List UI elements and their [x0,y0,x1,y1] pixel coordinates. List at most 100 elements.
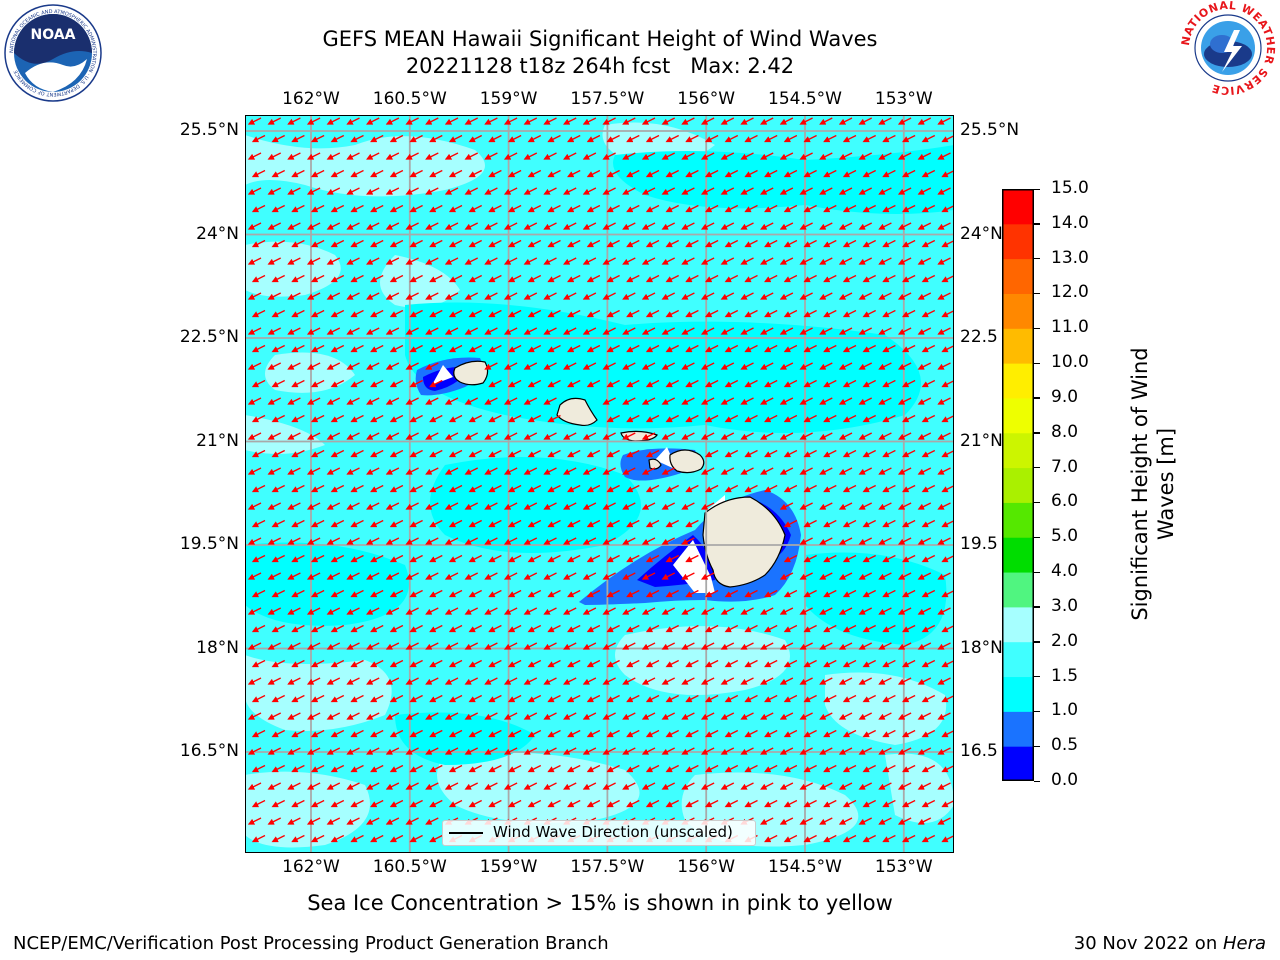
wave-direction-arrow [484,397,498,405]
wave-direction-arrow [921,309,936,318]
wave-direction-arrow [547,204,561,213]
wave-direction-arrow [429,519,443,528]
wave-direction-arrow [665,134,679,143]
wave-direction-arrow [291,204,305,213]
wave-direction-arrow [310,484,325,493]
colorbar-tick-mark [1034,362,1040,364]
wave-direction-arrow [488,239,502,248]
colorbar-tick-label: 15.0 [1051,178,1089,198]
wave-direction-arrow [385,397,400,405]
wave-direction-arrow [425,467,439,475]
wave-direction-arrow [823,169,837,178]
colorbar-tick-mark [1034,432,1040,434]
wave-direction-arrow [484,222,498,230]
colorbar-segment [1002,189,1034,225]
wave-direction-arrow [444,152,459,160]
wave-direction-arrow [563,292,577,300]
colorbar-segment [1002,606,1034,643]
wave-direction-arrow [882,414,896,423]
wave-direction-arrow [330,309,345,318]
wave-direction-arrow [271,239,285,248]
wave-direction-arrow [346,187,360,195]
wave-direction-arrow [291,344,305,353]
wave-direction-arrow [681,117,695,125]
wave-direction-arrow [503,257,518,265]
wave-direction-arrow [409,239,423,248]
lat-label-left: 24°N [196,223,239,244]
wave-direction-arrow [464,537,478,545]
wave-direction-arrow [385,432,400,440]
colorbar-tick-mark [1034,223,1040,225]
wave-direction-arrow [823,519,837,528]
wave-direction-arrow [803,484,817,493]
wave-direction-arrow [783,484,798,493]
wave-direction-arrow [661,187,675,195]
wave-direction-arrow [823,484,837,493]
wave-direction-arrow [326,152,341,160]
wave-direction-arrow [685,274,699,283]
wave-direction-arrow [641,327,656,335]
wave-direction-arrow [291,274,305,283]
wave-direction-arrow [882,204,896,213]
wave-direction-arrow [764,204,778,213]
wave-direction-arrow [858,327,872,335]
wave-direction-arrow [862,169,876,178]
wave-direction-arrow [622,327,636,335]
footer-host: Hera [1222,933,1266,954]
wave-direction-arrow [941,345,954,353]
wave-direction-arrow [306,187,321,195]
wave-direction-arrow [882,274,896,283]
wave-direction-arrow [370,449,384,458]
wave-direction-arrow [744,309,758,318]
wave-direction-arrow [862,484,876,493]
wave-direction-arrow [267,257,281,265]
wave-direction-arrow [287,117,301,125]
wave-direction-arrow [665,414,679,423]
wave-direction-arrow [488,344,502,353]
wave-direction-arrow [346,432,360,440]
wave-direction-arrow [740,292,754,300]
colorbar-segment [1002,293,1034,329]
wave-direction-arrow [921,204,936,213]
wave-direction-arrow [527,239,542,248]
wave-direction-arrow [760,257,774,265]
wave-direction-arrow [425,187,439,195]
wave-direction-arrow [878,222,892,230]
wave-direction-arrow [602,327,616,335]
wave-direction-arrow [350,519,364,528]
wave-direction-arrow [310,169,325,178]
wave-direction-arrow [306,537,321,545]
wave-direction-arrow [602,467,616,475]
wave-direction-arrow [464,292,478,300]
wave-direction-arrow [350,484,364,493]
wave-direction-arrow [917,222,932,230]
wave-direction-arrow [468,169,482,178]
wave-direction-arrow [563,502,577,510]
wave-direction-arrow [921,169,936,178]
wave-direction-arrow [429,379,443,388]
wave-direction-arrow [267,467,281,475]
colorbar-tick-mark [1034,571,1040,573]
wave-direction-arrow [661,152,675,160]
colorbar-title: Significant Height of Wind [1128,284,1152,684]
wave-direction-arrow [661,222,675,230]
wave-direction-arrow [941,450,954,458]
wave-direction-arrow [622,152,636,160]
wave-direction-arrow [626,204,640,213]
wave-direction-arrow [665,204,679,213]
colorbar-tick-label: 12.0 [1051,282,1089,303]
wave-direction-arrow [503,432,518,440]
wave-direction-arrow [409,344,423,353]
wave-direction-arrow [468,134,482,143]
wave-direction-arrow [878,397,892,405]
wave-direction-arrow [330,344,345,353]
wave-direction-arrow [783,379,798,388]
wave-direction-arrow [444,257,459,265]
wave-direction-arrow [823,344,837,353]
wave-direction-arrow [310,449,325,458]
wave-direction-arrow [287,187,301,195]
wave-direction-arrow [586,274,601,283]
wave-direction-arrow [507,414,522,423]
wave-direction-arrow [527,274,542,283]
wave-direction-arrow [366,467,380,475]
